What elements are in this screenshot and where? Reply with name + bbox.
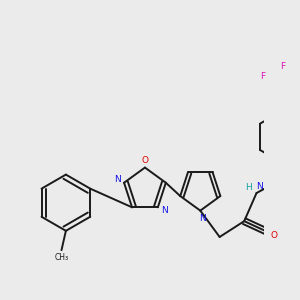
- Text: N: N: [114, 175, 120, 184]
- Text: O: O: [271, 231, 278, 240]
- Text: N: N: [256, 182, 262, 191]
- Text: F: F: [280, 62, 285, 71]
- Text: CH₃: CH₃: [54, 253, 69, 262]
- Text: N: N: [161, 206, 168, 215]
- Text: H: H: [245, 183, 252, 192]
- Text: F: F: [260, 72, 265, 81]
- Text: O: O: [141, 156, 148, 165]
- Text: N: N: [199, 214, 206, 223]
